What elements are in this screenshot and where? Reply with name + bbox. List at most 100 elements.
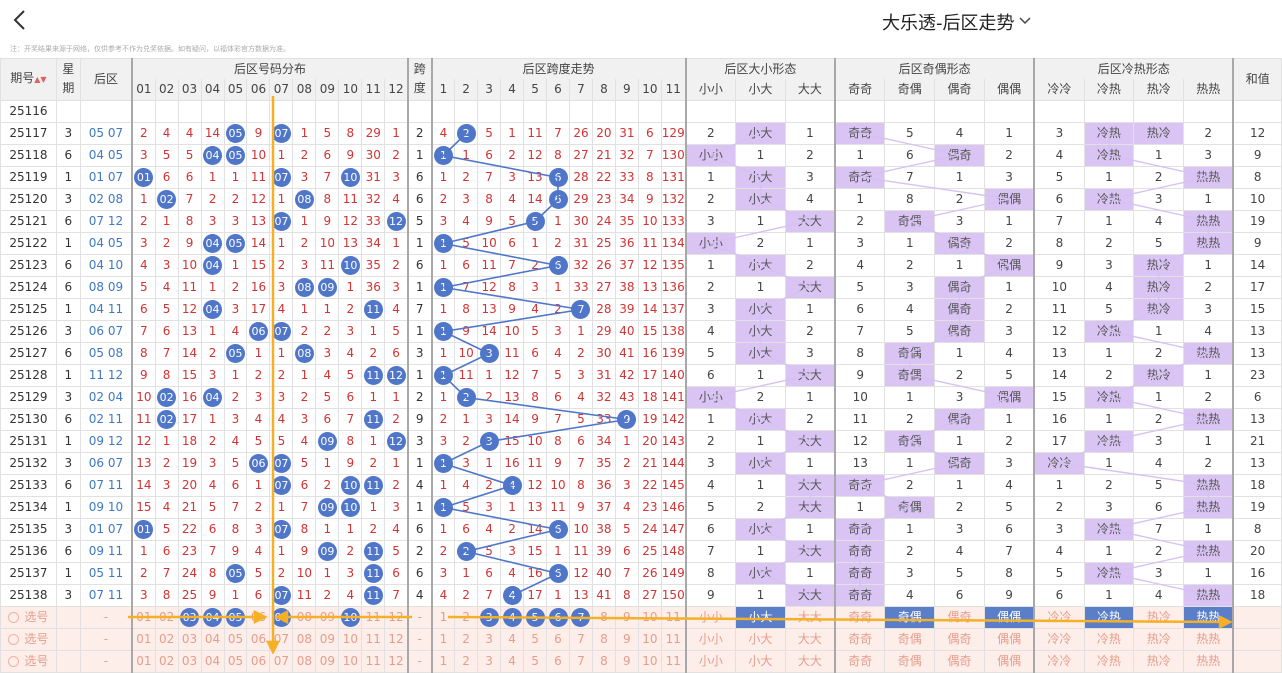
select-number-cell[interactable]: 07: [269, 649, 294, 673]
select-span-cell[interactable]: 2: [454, 605, 479, 629]
select-row[interactable]: 选号 -01 02 03 04 05 06 07 08 09 10 11 12-1 2 3 4 5 6 7 8 9 10 1…: [0, 605, 1282, 629]
select-number-cell[interactable]: 05: [223, 649, 248, 673]
select-parity-cell[interactable]: 偶奇: [934, 627, 985, 651]
select-span-cell[interactable]: 9: [614, 649, 639, 673]
select-row[interactable]: 选号 -01 02 03 04 05 06 07 08 09 10 11 12-1 2 3 4 5 6 7 8 9 10 1…: [0, 649, 1282, 673]
select-span-cell[interactable]: 10: [637, 605, 662, 629]
select-number-cell[interactable]: 05: [223, 627, 248, 651]
select-radio-icon[interactable]: [8, 656, 20, 667]
select-parity-cell[interactable]: 奇偶: [884, 605, 936, 629]
select-size-cell[interactable]: 大大: [784, 627, 836, 651]
select-temperature-cell[interactable]: 热热: [1183, 649, 1234, 673]
select-span-cell[interactable]: 2: [454, 649, 479, 673]
select-parity-cell[interactable]: 偶偶: [983, 649, 1035, 673]
selected-number-ball[interactable]: 10: [340, 608, 360, 627]
select-number-cell[interactable]: 12: [384, 605, 409, 629]
select-span-cell[interactable]: 11: [660, 605, 687, 629]
select-temperature-cell[interactable]: 冷冷: [1033, 605, 1085, 629]
select-span-cell[interactable]: 1: [430, 627, 456, 651]
select-size-cell[interactable]: 大大: [784, 605, 836, 629]
select-label[interactable]: 选号: [24, 654, 49, 668]
selected-number-ball[interactable]: 04: [203, 608, 223, 627]
select-number-cell[interactable]: 04: [200, 627, 225, 651]
column-header-period[interactable]: 期号▲▼: [0, 58, 57, 100]
selected-span-ball[interactable]: 7: [571, 608, 591, 627]
select-size-cell[interactable]: 小大: [735, 627, 786, 651]
select-size-cell[interactable]: 大大: [784, 649, 836, 673]
select-number-cell[interactable]: 02: [154, 627, 179, 651]
select-span-cell[interactable]: 3: [477, 605, 502, 629]
select-number-cell[interactable]: 11: [361, 605, 386, 629]
select-span-cell[interactable]: 4: [500, 627, 525, 651]
select-label[interactable]: 选号: [24, 610, 49, 624]
select-span-cell[interactable]: 11: [660, 649, 687, 673]
select-number-cell[interactable]: 08: [292, 605, 317, 629]
select-number-cell[interactable]: 11: [361, 649, 386, 673]
select-parity-cell[interactable]: 偶偶: [983, 605, 1035, 629]
select-span-cell[interactable]: 3: [477, 649, 502, 673]
select-span-cell[interactable]: 10: [637, 627, 662, 651]
select-span-cell[interactable]: 2: [454, 627, 479, 651]
select-span-cell[interactable]: 1: [430, 605, 456, 629]
select-row[interactable]: 选号 -01 02 03 04 05 06 07 08 09 10 11 12-1 2 3 4 5 6 7 8 9 10 1…: [0, 627, 1282, 651]
select-span-cell[interactable]: 9: [614, 605, 639, 629]
select-span-cell[interactable]: 1: [430, 649, 456, 673]
select-span-cell[interactable]: 8: [591, 649, 616, 673]
select-number-cell[interactable]: 08: [292, 627, 317, 651]
sort-icon[interactable]: ▲▼: [34, 75, 47, 85]
select-span-cell[interactable]: 6: [546, 649, 570, 673]
select-span-cell[interactable]: 4: [500, 649, 525, 673]
select-number-cell[interactable]: 06: [246, 649, 271, 673]
back-arrow-icon[interactable]: [10, 8, 32, 32]
select-parity-cell[interactable]: 偶偶: [983, 627, 1035, 651]
select-size-cell[interactable]: 小小: [684, 627, 736, 651]
select-number-cell[interactable]: 01: [131, 605, 156, 629]
select-temperature-cell[interactable]: 冷热: [1083, 649, 1135, 673]
chevron-down-icon[interactable]: [1018, 16, 1032, 26]
select-number-cell[interactable]: 09: [315, 649, 340, 673]
select-number-cell[interactable]: 09: [315, 605, 340, 629]
select-parity-cell[interactable]: 奇偶: [884, 649, 936, 673]
page-title[interactable]: 大乐透-后区走势: [882, 13, 1015, 34]
selected-span-ball[interactable]: 4: [502, 608, 522, 627]
select-parity-cell[interactable]: 奇奇: [834, 627, 886, 651]
select-span-cell[interactable]: 3: [477, 627, 502, 651]
select-span-cell[interactable]: 7: [568, 605, 593, 629]
select-parity-cell[interactable]: 奇偶: [884, 627, 936, 651]
select-label-cell[interactable]: 选号: [0, 605, 57, 629]
select-number-cell[interactable]: 02: [154, 605, 179, 629]
select-parity-cell[interactable]: 奇奇: [834, 605, 886, 629]
select-temperature-cell[interactable]: 冷冷: [1033, 627, 1085, 651]
select-size-cell[interactable]: 小小: [684, 649, 736, 673]
select-temperature-cell[interactable]: 热冷: [1133, 605, 1185, 629]
select-number-cell[interactable]: 11: [361, 627, 386, 651]
select-number-cell[interactable]: 01: [131, 649, 156, 673]
select-number-cell[interactable]: 12: [384, 649, 409, 673]
selected-number-ball[interactable]: 03: [180, 608, 200, 627]
select-temperature-cell[interactable]: 热热: [1183, 605, 1234, 629]
select-span-cell[interactable]: 11: [660, 627, 687, 651]
select-number-cell[interactable]: 02: [154, 649, 179, 673]
select-temperature-cell[interactable]: 冷热: [1083, 627, 1135, 651]
select-temperature-cell[interactable]: 冷冷: [1033, 649, 1085, 673]
select-number-cell[interactable]: 07: [269, 605, 294, 629]
select-size-cell[interactable]: 小大: [735, 649, 786, 673]
select-span-cell[interactable]: 5: [523, 605, 548, 629]
select-span-cell[interactable]: 5: [523, 649, 548, 673]
select-temperature-cell[interactable]: 热热: [1183, 627, 1234, 651]
select-parity-cell[interactable]: 偶奇: [934, 605, 985, 629]
select-span-cell[interactable]: 7: [568, 627, 593, 651]
select-span-cell[interactable]: 6: [546, 627, 570, 651]
selected-number-ball[interactable]: 07: [271, 608, 291, 627]
select-temperature-cell[interactable]: 热冷: [1133, 627, 1185, 651]
selected-span-ball[interactable]: 6: [548, 608, 568, 627]
select-number-cell[interactable]: 03: [177, 649, 202, 673]
select-span-cell[interactable]: 9: [614, 627, 639, 651]
select-parity-cell[interactable]: 偶奇: [934, 649, 985, 673]
select-temperature-cell[interactable]: 冷热: [1083, 605, 1135, 629]
select-number-cell[interactable]: 10: [338, 649, 363, 673]
select-number-cell[interactable]: 08: [292, 649, 317, 673]
select-span-cell[interactable]: 8: [591, 605, 616, 629]
select-number-cell[interactable]: 10: [338, 605, 363, 629]
select-number-cell[interactable]: 12: [384, 627, 409, 651]
